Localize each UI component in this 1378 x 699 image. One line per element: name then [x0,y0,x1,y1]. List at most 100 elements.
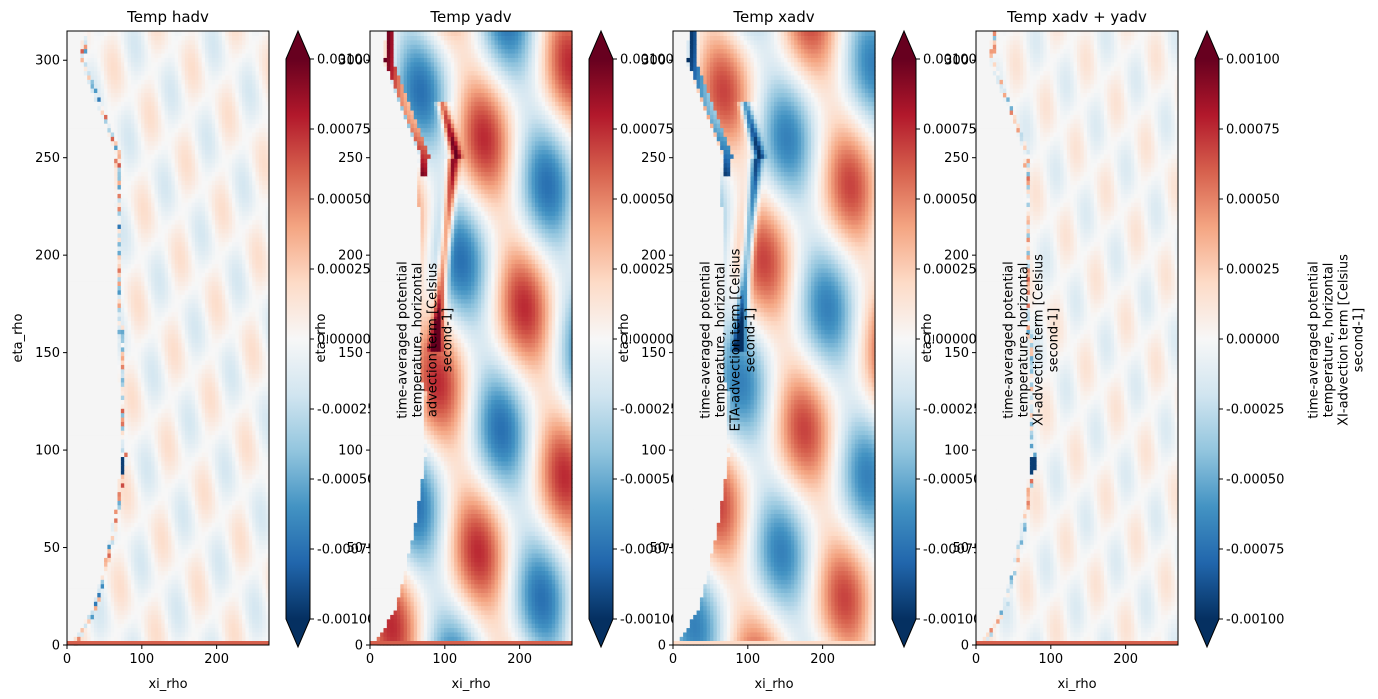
heatmap-cell [238,504,243,510]
heatmap-cell [171,605,176,611]
heatmap-cell [137,500,142,506]
heatmap-cell [184,509,189,515]
heatmap-cell [198,623,203,629]
heatmap-cell [77,587,82,593]
heatmap-cell [255,592,260,598]
heatmap-cell [228,574,233,580]
heatmap-cell [114,561,119,567]
heatmap-cell [124,478,129,484]
heatmap-cell [157,487,162,493]
heatmap-cell [208,526,213,532]
heatmap-cell [255,504,260,510]
heatmap-cell [164,574,169,580]
heatmap-cell [194,522,199,528]
heatmap-cell [80,539,85,545]
heatmap-cell [130,469,135,475]
heatmap-cell [242,465,247,471]
heatmap-cell [235,631,240,637]
heatmap-cell [120,539,125,545]
heatmap-cell [147,623,152,629]
heatmap-cell [114,636,119,642]
heatmap-cell [127,561,132,567]
heatmap-cell [107,552,112,558]
heatmap-cell [90,596,95,602]
heatmap-cell [208,491,213,497]
heatmap-cell [205,609,209,615]
heatmap-cell [104,561,108,567]
heatmap-cell [184,469,189,475]
heatmap-cell [83,609,88,615]
heatmap-cell [93,623,98,629]
heatmap-cell [93,605,98,611]
heatmap-cell [164,552,169,558]
heatmap-cell [201,509,206,515]
heatmap-cell [252,535,257,541]
heatmap-cell [221,574,226,580]
heatmap-cell [83,614,88,620]
heatmap-cell [221,631,226,637]
heatmap-cell [181,469,186,475]
heatmap-cell [218,500,223,506]
heatmap-cell [255,631,260,637]
heatmap-cell [67,587,71,593]
heatmap-cell [110,570,115,576]
heatmap-cell [127,544,132,550]
heatmap-cell [83,548,88,554]
heatmap-cell [157,469,162,475]
heatmap-cell [242,539,247,545]
heatmap-cell [93,596,98,602]
heatmap-cell [107,509,112,515]
heatmap-cell [258,539,263,545]
heatmap-cell [248,636,253,642]
heatmap-cell [87,557,92,563]
heatmap-cell [242,579,247,585]
heatmap-cell [77,574,82,580]
heatmap-cell [87,465,92,471]
heatmap-cell [154,469,159,475]
heatmap-cell [77,526,82,532]
heatmap-cell [110,579,115,585]
heatmap-cell [171,548,176,554]
heatmap-cell [83,517,88,523]
heatmap-cell [242,614,247,620]
heatmap-cell [255,469,260,475]
heatmap-cell [114,605,119,611]
heatmap-cell [218,513,223,519]
heatmap-cell [70,587,75,593]
heatmap-cell [151,465,156,471]
heatmap-cell [201,618,206,624]
heatmap-cell [157,544,162,550]
heatmap-cell [90,605,95,611]
heatmap-cell [215,473,220,479]
heatmap-cell [168,478,172,484]
heatmap-cell [205,482,209,488]
heatmap-cell [205,618,209,624]
heatmap-cell [171,491,176,497]
heatmap-cell [107,478,112,484]
heatmap-cell [114,478,119,484]
heatmap-cell [124,500,129,506]
heatmap-cell [147,631,152,637]
heatmap-cell [134,526,139,532]
heatmap-cell [238,601,243,607]
heatmap-cell [110,627,115,633]
heatmap-cell [218,517,223,523]
heatmap-cell [90,500,95,506]
heatmap-cell [255,579,260,585]
heatmap-cell [198,570,203,576]
heatmap-cell [130,557,135,563]
heatmap-cell [178,544,183,550]
heatmap-cell [205,566,209,572]
heatmap-cell [205,473,209,479]
heatmap-cell [73,561,78,567]
heatmap-cell [201,478,206,484]
heatmap-cell [191,592,196,598]
heatmap-cell [130,487,135,493]
heatmap-cell [144,623,149,629]
heatmap-cell [218,469,223,475]
heatmap-cell [73,544,78,550]
heatmap-cell [104,478,108,484]
heatmap-cell [114,522,119,528]
heatmap-cell [198,526,203,532]
heatmap-cell [181,609,186,615]
